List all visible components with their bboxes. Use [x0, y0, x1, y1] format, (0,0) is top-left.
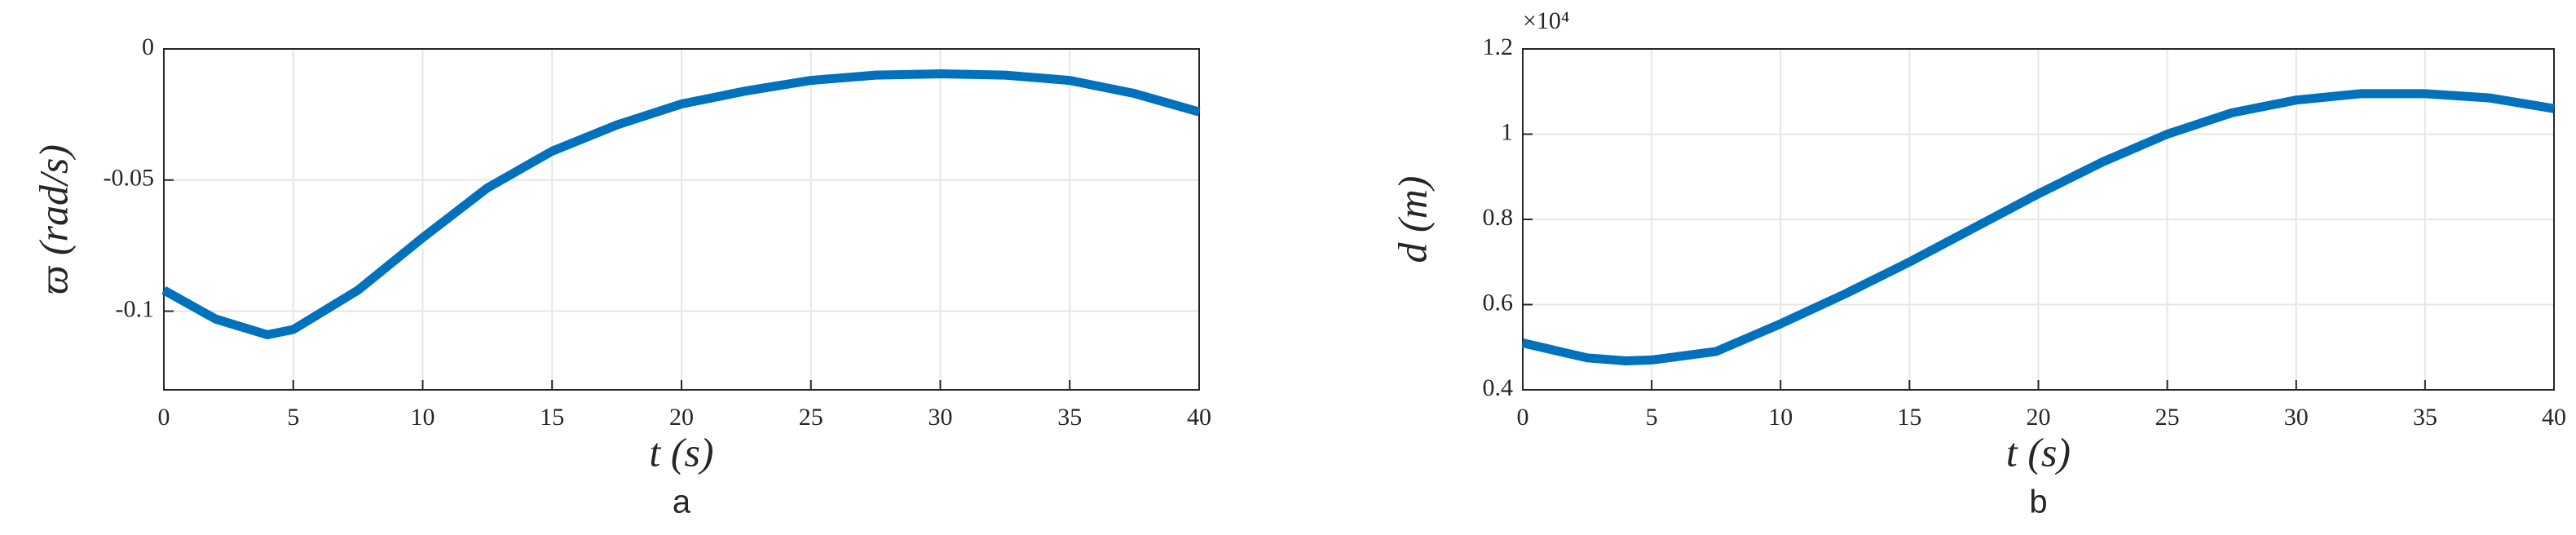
y-tick-label: 0.4 [1483, 374, 1514, 401]
y-tick-label: -0.05 [104, 165, 155, 192]
subplot-label: b [2029, 484, 2047, 520]
x-tick-label: 40 [1187, 404, 1211, 431]
x-tick-label: 30 [929, 404, 953, 431]
x-tick-label: 40 [2542, 404, 2566, 431]
axes-box [1522, 48, 2555, 391]
x-tick-label: 10 [411, 404, 435, 431]
axes-box [163, 48, 1200, 391]
x-tick-label: 15 [1897, 404, 1921, 431]
y-axis-label: ϖ (rad/s) [30, 144, 76, 294]
y-multiplier: ×10⁴ [1523, 7, 1569, 34]
y-tick-label: 0.8 [1483, 204, 1514, 231]
x-tick-label: 10 [1768, 404, 1793, 431]
x-tick-label: 5 [287, 404, 299, 431]
x-tick-label: 25 [799, 404, 823, 431]
x-tick-label: 30 [2284, 404, 2309, 431]
x-tick-label: 35 [2413, 404, 2437, 431]
x-tick-label: 20 [2027, 404, 2051, 431]
data-line [1521, 89, 2555, 365]
y-tick-label: 0.6 [1483, 289, 1514, 316]
x-tick-label: 5 [1646, 404, 1658, 431]
x-tick-label: 0 [158, 404, 170, 431]
x-axis-label: t (s) [649, 429, 713, 475]
y-tick-label: 1 [1501, 118, 1513, 145]
data-line [161, 69, 1201, 339]
x-tick-label: 35 [1057, 404, 1082, 431]
y-tick-label: -0.1 [116, 295, 155, 322]
y-tick-label: 1.2 [1483, 33, 1514, 60]
subplot-label: a [673, 484, 691, 520]
x-tick-label: 15 [540, 404, 564, 431]
x-tick-label: 25 [2155, 404, 2180, 431]
x-axis-label: t (s) [2006, 429, 2071, 475]
x-tick-label: 20 [669, 404, 694, 431]
y-axis-label: d (m) [1389, 176, 1435, 263]
y-tick-label: 0 [142, 33, 154, 60]
x-tick-label: 0 [1517, 404, 1529, 431]
